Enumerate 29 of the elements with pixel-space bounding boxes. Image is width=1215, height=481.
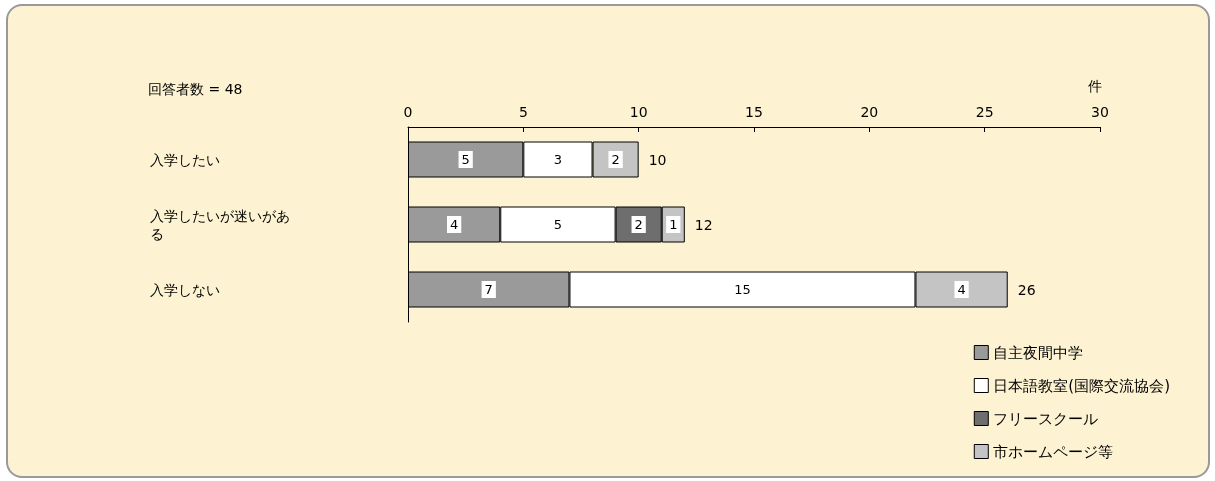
legend-label: 自主夜間中学 (993, 343, 1084, 362)
legend-label: 市ホームページ等 (993, 442, 1114, 461)
data-label: 4 (957, 282, 966, 297)
data-label: 3 (553, 152, 563, 167)
y-tick-label: 入学しない (150, 281, 220, 298)
data-label: 5 (553, 217, 563, 232)
data-label: 4 (449, 217, 459, 232)
x-tick-label: 25 (975, 104, 994, 120)
y-tick-label: 入学したい (150, 151, 220, 168)
x-tick-label: 0 (403, 104, 413, 120)
legend-label: 日本語教室(国際交流協会) (993, 376, 1171, 395)
data-label: 15 (734, 282, 751, 297)
total-label: 26 (1017, 281, 1036, 298)
total-label: 10 (648, 151, 667, 168)
x-tick-label: 10 (629, 104, 648, 120)
data-label: 2 (634, 217, 643, 232)
data-label: 2 (611, 152, 620, 167)
text: 回答者数 = 48 (148, 81, 243, 97)
x-tick-label: 15 (745, 104, 763, 120)
total-label: 12 (694, 216, 713, 233)
x-tick-label: 20 (860, 104, 879, 120)
data-label: 1 (669, 217, 678, 232)
x-axis-title: 件 (1088, 78, 1102, 94)
y-tick-label: 入学したいが迷いがある (150, 207, 290, 242)
data-label: 7 (484, 282, 493, 297)
x-tick-label: 5 (518, 104, 528, 120)
legend-label: フリースクール (993, 409, 1099, 428)
x-tick-label: 30 (1091, 104, 1109, 120)
data-label: 5 (461, 152, 470, 167)
